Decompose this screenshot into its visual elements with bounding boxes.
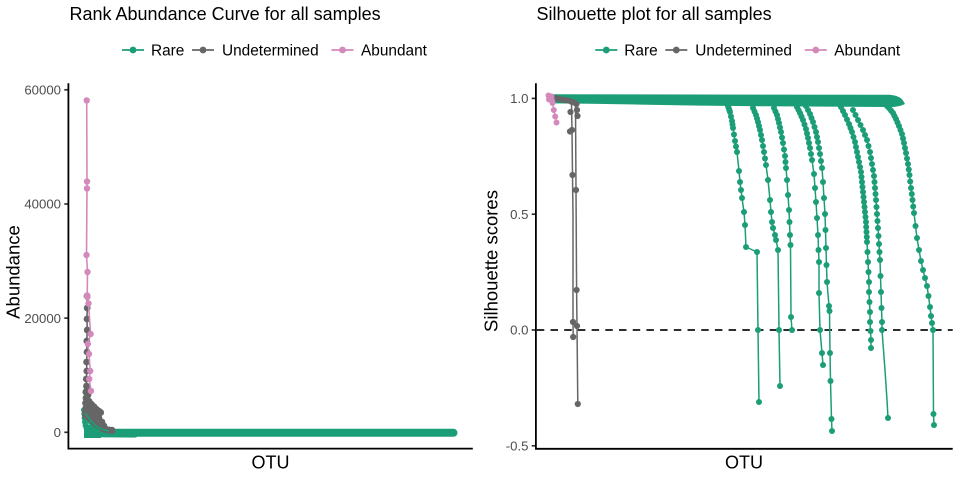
svg-text:-0.5: -0.5: [506, 439, 529, 454]
svg-text:1.0: 1.0: [510, 91, 528, 106]
svg-text:0.0: 0.0: [510, 323, 528, 338]
svg-text:Undetermined: Undetermined: [222, 42, 319, 59]
svg-text:Abundant: Abundant: [834, 42, 901, 59]
svg-text:Abundant: Abundant: [361, 42, 428, 59]
svg-text:20000: 20000: [24, 311, 61, 326]
svg-text:Rare: Rare: [151, 42, 184, 59]
svg-text:Silhouette plot for all sample: Silhouette plot for all samples: [537, 4, 772, 24]
svg-text:Undetermined: Undetermined: [695, 42, 792, 59]
svg-text:Abundance: Abundance: [3, 225, 24, 319]
svg-text:0.5: 0.5: [510, 207, 528, 222]
svg-text:0: 0: [54, 425, 61, 440]
svg-text:60000: 60000: [24, 82, 61, 97]
svg-text:Rare: Rare: [624, 42, 657, 59]
svg-text:Rank Abundance Curve for all s: Rank Abundance Curve for all samples: [70, 4, 381, 24]
svg-text:40000: 40000: [24, 197, 61, 212]
svg-text:OTU: OTU: [725, 453, 763, 473]
svg-text:Silhouette scores: Silhouette scores: [481, 190, 502, 332]
svg-text:OTU: OTU: [252, 453, 290, 473]
